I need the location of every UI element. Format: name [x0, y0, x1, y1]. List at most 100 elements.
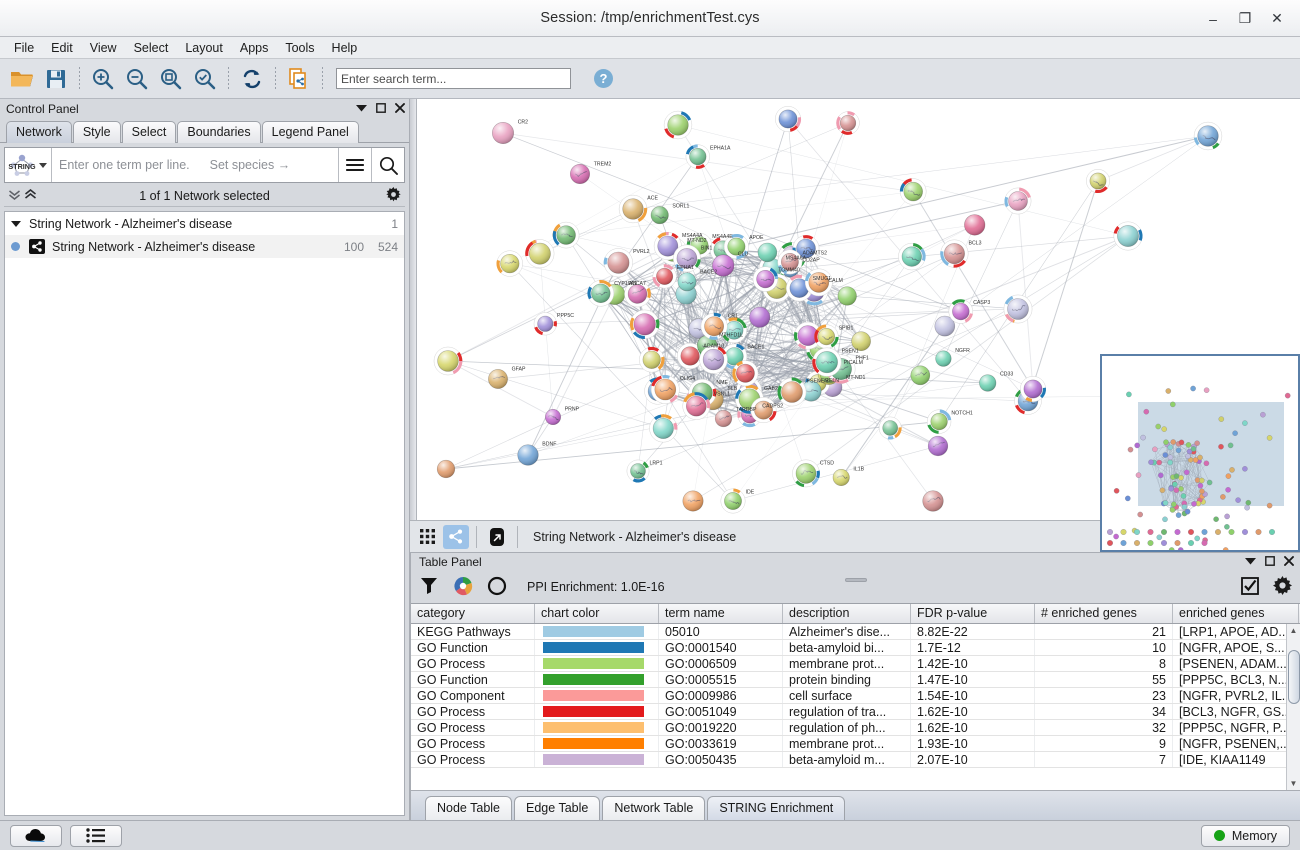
zoom-fit-icon[interactable]: [155, 63, 187, 95]
restore-icon[interactable]: [1265, 555, 1275, 569]
column-header-fdr-p-value[interactable]: FDR p-value: [911, 604, 1035, 623]
maximize-button[interactable]: ❐: [1238, 10, 1252, 26]
chevron-down-icon[interactable]: [39, 162, 47, 168]
network-view-name: String Network - Alzheimer's disease: [533, 529, 737, 544]
tab-legend-panel[interactable]: Legend Panel: [261, 121, 359, 143]
menu-edit[interactable]: Edit: [51, 40, 73, 55]
share-network-icon[interactable]: [443, 524, 469, 549]
select-all-icon[interactable]: [1241, 576, 1259, 598]
memory-status-button[interactable]: Memory: [1200, 824, 1290, 847]
refresh-icon[interactable]: [236, 63, 268, 95]
tab-edge-table[interactable]: Edge Table: [514, 796, 601, 820]
restore-icon[interactable]: [376, 102, 386, 116]
close-button[interactable]: ✕: [1271, 10, 1283, 26]
menu-apps[interactable]: Apps: [239, 40, 269, 55]
svg-text:TOMM40: TOMM40: [778, 267, 800, 273]
column-header-enriched-genes[interactable]: enriched genes: [1173, 604, 1299, 623]
string-input-placeholder: Enter one term per line.: [59, 158, 190, 172]
tree-root-row[interactable]: String Network - Alzheimer's disease 1: [5, 212, 404, 235]
menu-layout[interactable]: Layout: [185, 40, 223, 55]
tab-node-table[interactable]: Node Table: [425, 796, 513, 820]
network-view: MT-ND2 MT-ND1 VSNL1 CD2AP MS4A4A MS4A6A MS4A4E…: [410, 99, 1300, 553]
column-header-chart-color[interactable]: chart color: [535, 604, 659, 623]
table-row[interactable]: GO Function GO:0005515 protein binding 1.47…: [411, 672, 1300, 688]
zoom-out-icon[interactable]: [121, 63, 153, 95]
table-row[interactable]: KEGG Pathways 05010 Alzheimer's dise... 8.8…: [411, 624, 1300, 640]
scroll-up-arrow-icon[interactable]: ▲: [1289, 626, 1298, 635]
collapse-arrow-icon[interactable]: [356, 103, 367, 115]
expand-all-icon[interactable]: [8, 189, 21, 203]
column-header-category[interactable]: category: [411, 604, 535, 623]
birds-eye-view[interactable]: [1100, 354, 1300, 552]
table-row[interactable]: GO Process GO:0033619 membrane prot... 1.93…: [411, 736, 1300, 752]
zoom-selected-icon[interactable]: [189, 63, 221, 95]
help-icon[interactable]: ?: [587, 63, 619, 95]
table-vertical-scrollbar[interactable]: ▲ ▼: [1286, 624, 1300, 790]
column-header--enriched-genes[interactable]: # enriched genes: [1035, 604, 1173, 623]
table-row[interactable]: GO Process GO:0006509 membrane prot... 1.42…: [411, 656, 1300, 672]
cell-chart-color: [535, 688, 659, 703]
table-row[interactable]: GO Component GO:0009986 cell surface 1.54E-…: [411, 688, 1300, 704]
save-icon[interactable]: [40, 63, 72, 95]
chart-donut-icon[interactable]: [453, 576, 473, 599]
enrichment-table[interactable]: category chart color term name description F…: [411, 603, 1300, 790]
string-term-input[interactable]: Enter one term per line. Set species →: [51, 148, 338, 182]
column-header-term-name[interactable]: term name: [659, 604, 783, 623]
hamburger-icon[interactable]: [338, 148, 371, 182]
collapse-all-icon[interactable]: [24, 188, 37, 203]
close-icon[interactable]: [1284, 555, 1294, 569]
tab-style[interactable]: Style: [72, 121, 121, 143]
tab-boundaries[interactable]: Boundaries: [177, 121, 261, 143]
grid-layout-icon[interactable]: [414, 525, 440, 549]
settings-gear-icon[interactable]: [386, 186, 401, 205]
tab-network[interactable]: Network: [6, 121, 72, 143]
cloud-icon[interactable]: [10, 824, 62, 847]
network-tree[interactable]: String Network - Alzheimer's disease 1 S…: [4, 211, 405, 816]
settings-gear-icon[interactable]: [1273, 576, 1292, 598]
cell-num-enriched-genes: 21: [1035, 624, 1173, 639]
svg-text:?: ?: [599, 71, 607, 86]
table-row[interactable]: GO Process GO:0051049 regulation of tra...…: [411, 704, 1300, 720]
open-folder-icon[interactable]: [6, 63, 38, 95]
annotate-icon[interactable]: [484, 525, 510, 549]
panel-divider[interactable]: [412, 577, 1300, 583]
menu-help[interactable]: Help: [331, 40, 358, 55]
menu-view[interactable]: View: [89, 40, 117, 55]
set-species-link[interactable]: Set species →: [209, 158, 291, 172]
zoom-in-icon[interactable]: [87, 63, 119, 95]
column-header-description[interactable]: description: [783, 604, 911, 623]
close-icon[interactable]: [395, 102, 405, 116]
tree-network-row[interactable]: String Network - Alzheimer's disease 100…: [5, 235, 404, 258]
menu-file[interactable]: File: [14, 40, 35, 55]
search-icon[interactable]: [371, 148, 404, 182]
tab-network-table[interactable]: Network Table: [602, 796, 706, 820]
svg-text:PSEN1: PSEN1: [842, 348, 859, 354]
menu-tools[interactable]: Tools: [285, 40, 315, 55]
table-body[interactable]: KEGG Pathways 05010 Alzheimer's dise... 8.8…: [411, 624, 1300, 790]
search-input[interactable]: Enter search term...: [336, 68, 571, 89]
network-graph[interactable]: MT-ND2 MT-ND1 VSNL1 CD2AP MS4A4A MS4A6A MS4A4E…: [410, 99, 1298, 520]
table-row[interactable]: GO Process GO:0050435 beta-amyloid m... 2.0…: [411, 752, 1300, 768]
scrollbar-thumb[interactable]: [1288, 650, 1300, 704]
minimize-button[interactable]: –: [1209, 10, 1217, 27]
svg-text:VSNL1: VSNL1: [714, 392, 731, 398]
filter-icon[interactable]: [419, 576, 439, 599]
list-icon[interactable]: [70, 824, 122, 847]
toolbar-separator: [228, 66, 229, 91]
cell-chart-color: [535, 752, 659, 767]
svg-text:TARDBP: TARDBP: [736, 407, 757, 413]
export-network-icon[interactable]: [283, 63, 315, 95]
table-row[interactable]: GO Function GO:0001540 beta-amyloid bi... 1…: [411, 640, 1300, 656]
scroll-down-arrow-icon[interactable]: ▼: [1289, 779, 1298, 788]
string-logo-icon[interactable]: STRING: [5, 148, 39, 182]
tab-string-enrichment[interactable]: STRING Enrichment: [707, 796, 846, 820]
table-row[interactable]: GO Process GO:0019220 regulation of ph... 1…: [411, 720, 1300, 736]
menu-select[interactable]: Select: [133, 40, 169, 55]
chevron-down-icon[interactable]: [11, 220, 21, 227]
canvas-left-grip[interactable]: [410, 99, 417, 520]
svg-text:GAB2: GAB2: [764, 386, 778, 392]
collapse-arrow-icon[interactable]: [1245, 556, 1256, 568]
circle-icon[interactable]: [487, 576, 507, 599]
svg-text:MS4A4A: MS4A4A: [682, 233, 703, 239]
tab-select[interactable]: Select: [121, 121, 177, 143]
